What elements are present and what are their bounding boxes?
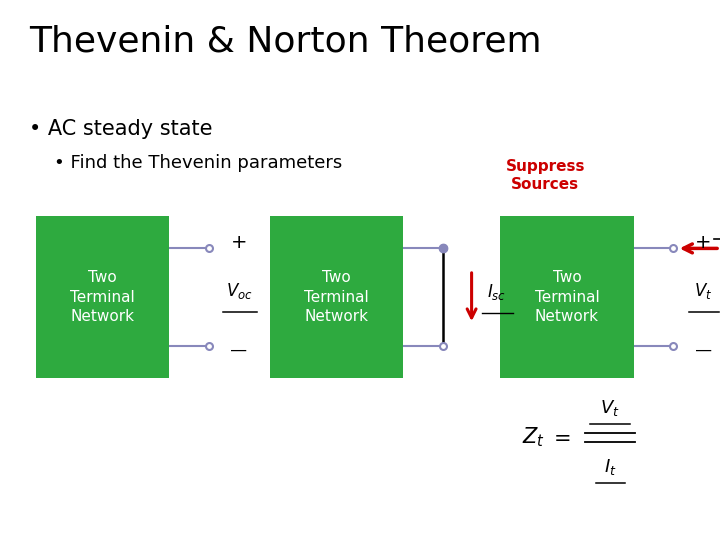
Text: $V_t$: $V_t$ — [600, 397, 620, 418]
Bar — [270, 216, 403, 378]
Text: $=$: $=$ — [549, 427, 570, 448]
Text: • Find the Thevenin parameters: • Find the Thevenin parameters — [54, 154, 342, 172]
Bar — [500, 216, 634, 378]
Text: • AC steady state: • AC steady state — [29, 119, 212, 139]
Text: $V_t$: $V_t$ — [694, 280, 713, 301]
Text: Two
Terminal
Network: Two Terminal Network — [305, 269, 369, 325]
Text: Two
Terminal
Network: Two Terminal Network — [535, 269, 599, 325]
Text: ―: ― — [231, 342, 247, 357]
Text: +: + — [231, 233, 247, 253]
Text: $Z_t\,$: $Z_t\,$ — [523, 426, 546, 449]
Text: $V_{oc}$: $V_{oc}$ — [225, 280, 253, 301]
Text: Suppress
Sources: Suppress Sources — [505, 159, 585, 192]
Bar — [36, 216, 169, 378]
Text: $I_t$: $I_t$ — [604, 457, 616, 477]
Text: Thevenin & Norton Theorem: Thevenin & Norton Theorem — [29, 24, 541, 58]
Text: +: + — [696, 233, 711, 253]
Text: ―: ― — [696, 342, 711, 357]
Text: $I_{sc}$: $I_{sc}$ — [487, 281, 507, 302]
Text: Two
Terminal
Network: Two Terminal Network — [71, 269, 135, 325]
